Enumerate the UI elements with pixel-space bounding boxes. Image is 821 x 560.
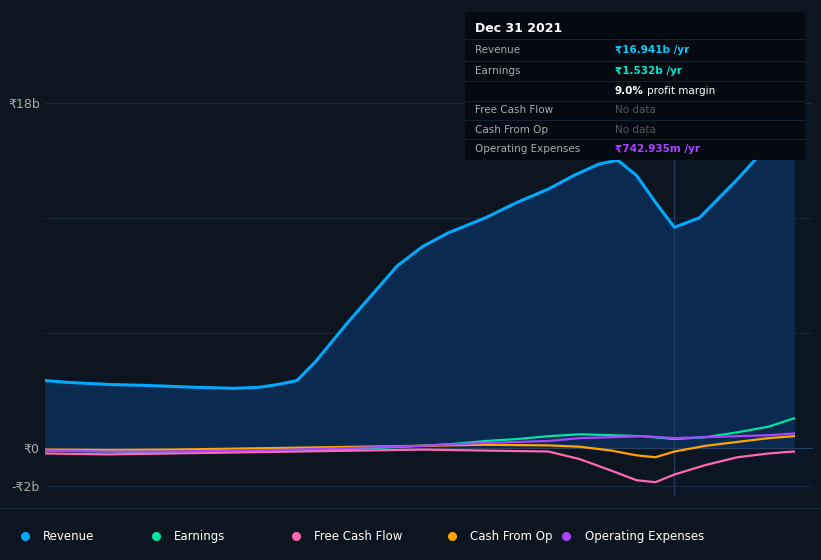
Text: ₹16.941b /yr: ₹16.941b /yr	[615, 45, 689, 55]
Text: Earnings: Earnings	[475, 66, 521, 76]
Bar	[674, 64, 813, 496]
Text: Revenue: Revenue	[475, 45, 521, 55]
Text: No data: No data	[615, 125, 655, 134]
Text: Operating Expenses: Operating Expenses	[585, 530, 704, 543]
Text: ₹1.532b /yr: ₹1.532b /yr	[615, 66, 681, 76]
Text: Earnings: Earnings	[174, 530, 226, 543]
Text: ₹742.935m /yr: ₹742.935m /yr	[615, 144, 699, 154]
Text: Free Cash Flow: Free Cash Flow	[314, 530, 402, 543]
Text: Cash From Op: Cash From Op	[475, 125, 548, 134]
Text: Free Cash Flow: Free Cash Flow	[475, 105, 553, 115]
Text: Cash From Op: Cash From Op	[470, 530, 552, 543]
Text: 9.0%: 9.0%	[615, 86, 644, 96]
Text: Dec 31 2021: Dec 31 2021	[475, 22, 562, 35]
Text: profit margin: profit margin	[647, 86, 715, 96]
Text: No data: No data	[615, 105, 655, 115]
Text: Revenue: Revenue	[43, 530, 94, 543]
Text: Operating Expenses: Operating Expenses	[475, 144, 580, 154]
